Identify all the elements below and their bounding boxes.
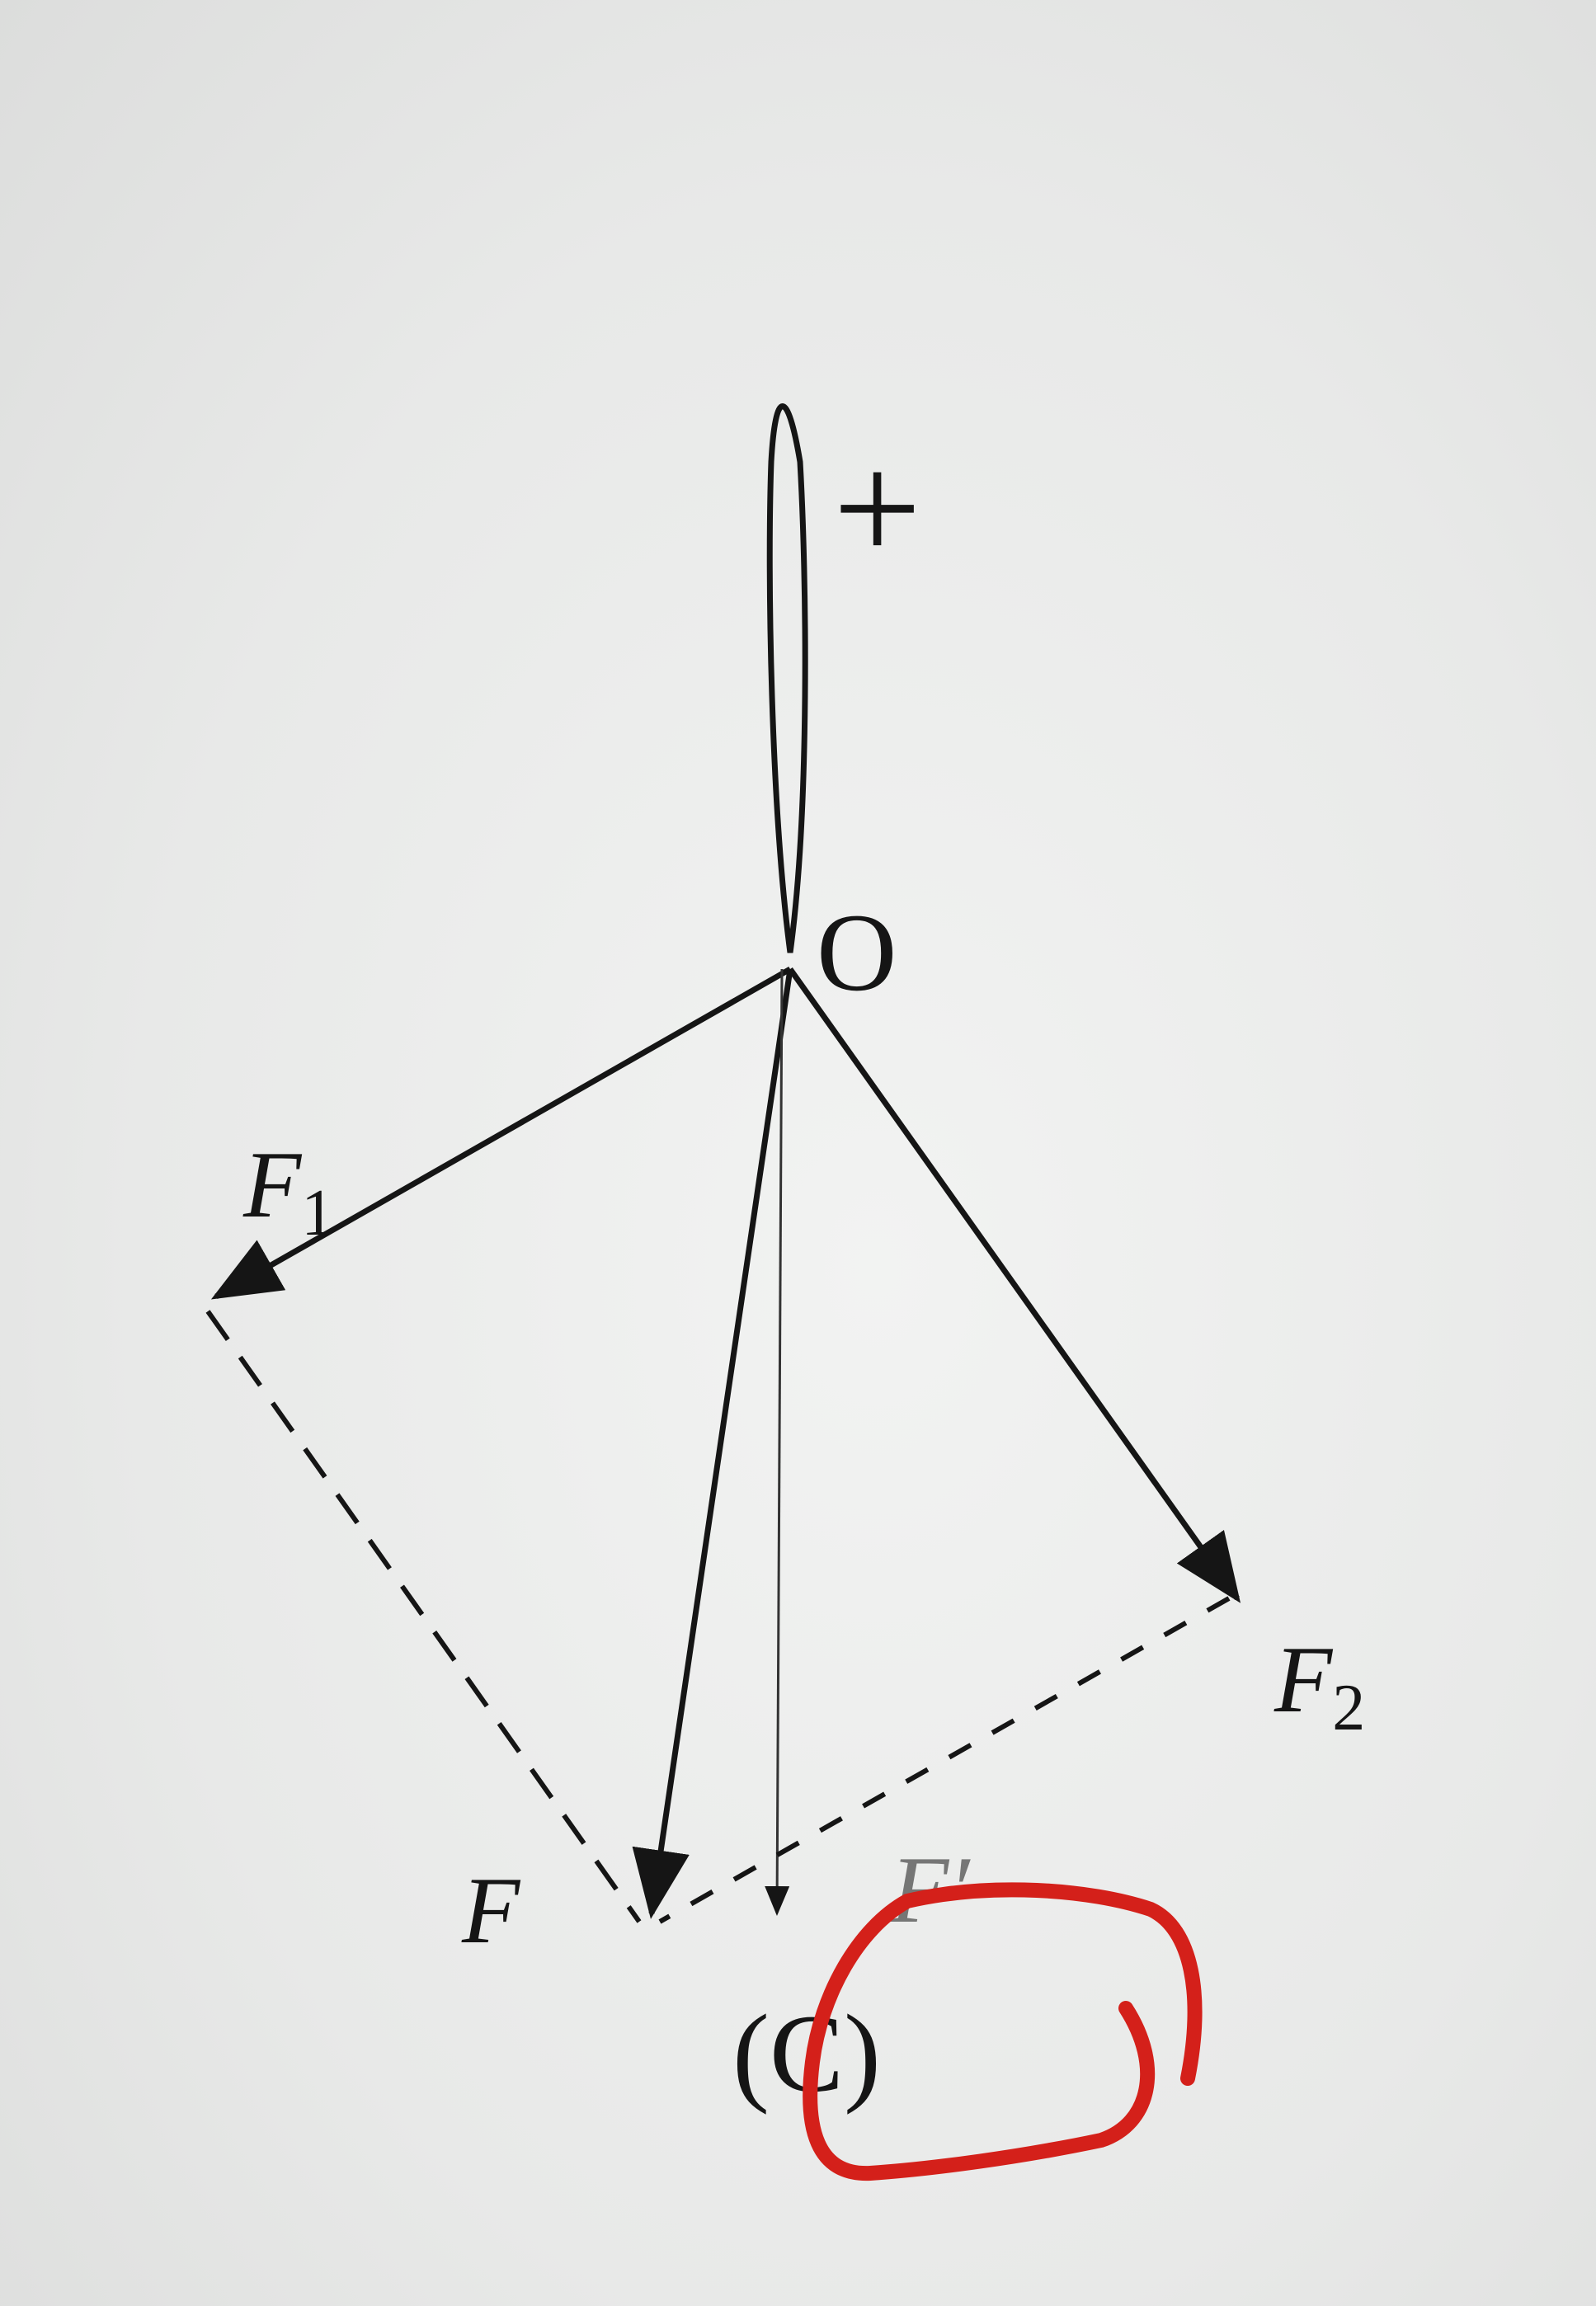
force-f-prime-arrow [765, 968, 790, 1916]
plus-sign: + [833, 422, 921, 595]
rubber-band-loop [766, 403, 808, 953]
force-f-arrow [632, 968, 793, 1919]
label-f2: F2 [1274, 1627, 1365, 1744]
red-annotation-circle [803, 1882, 1203, 2181]
origin-label: O [817, 892, 897, 1014]
force-f2-arrow [788, 967, 1241, 1603]
parallelogram-side-left [205, 1310, 642, 1923]
force-f1-arrow [210, 966, 792, 1300]
label-f1: F1 [242, 1132, 334, 1249]
parallelogram-side-right [658, 1596, 1231, 1924]
label-f: F [461, 1858, 521, 1963]
